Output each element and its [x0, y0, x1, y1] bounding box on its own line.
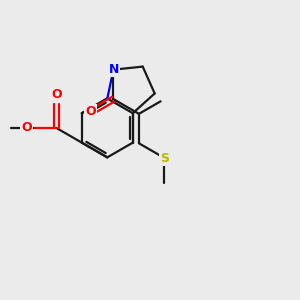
Text: N: N [109, 63, 119, 76]
Text: O: O [51, 88, 62, 101]
Text: O: O [85, 105, 96, 118]
Text: S: S [160, 152, 169, 164]
Text: O: O [21, 122, 32, 134]
